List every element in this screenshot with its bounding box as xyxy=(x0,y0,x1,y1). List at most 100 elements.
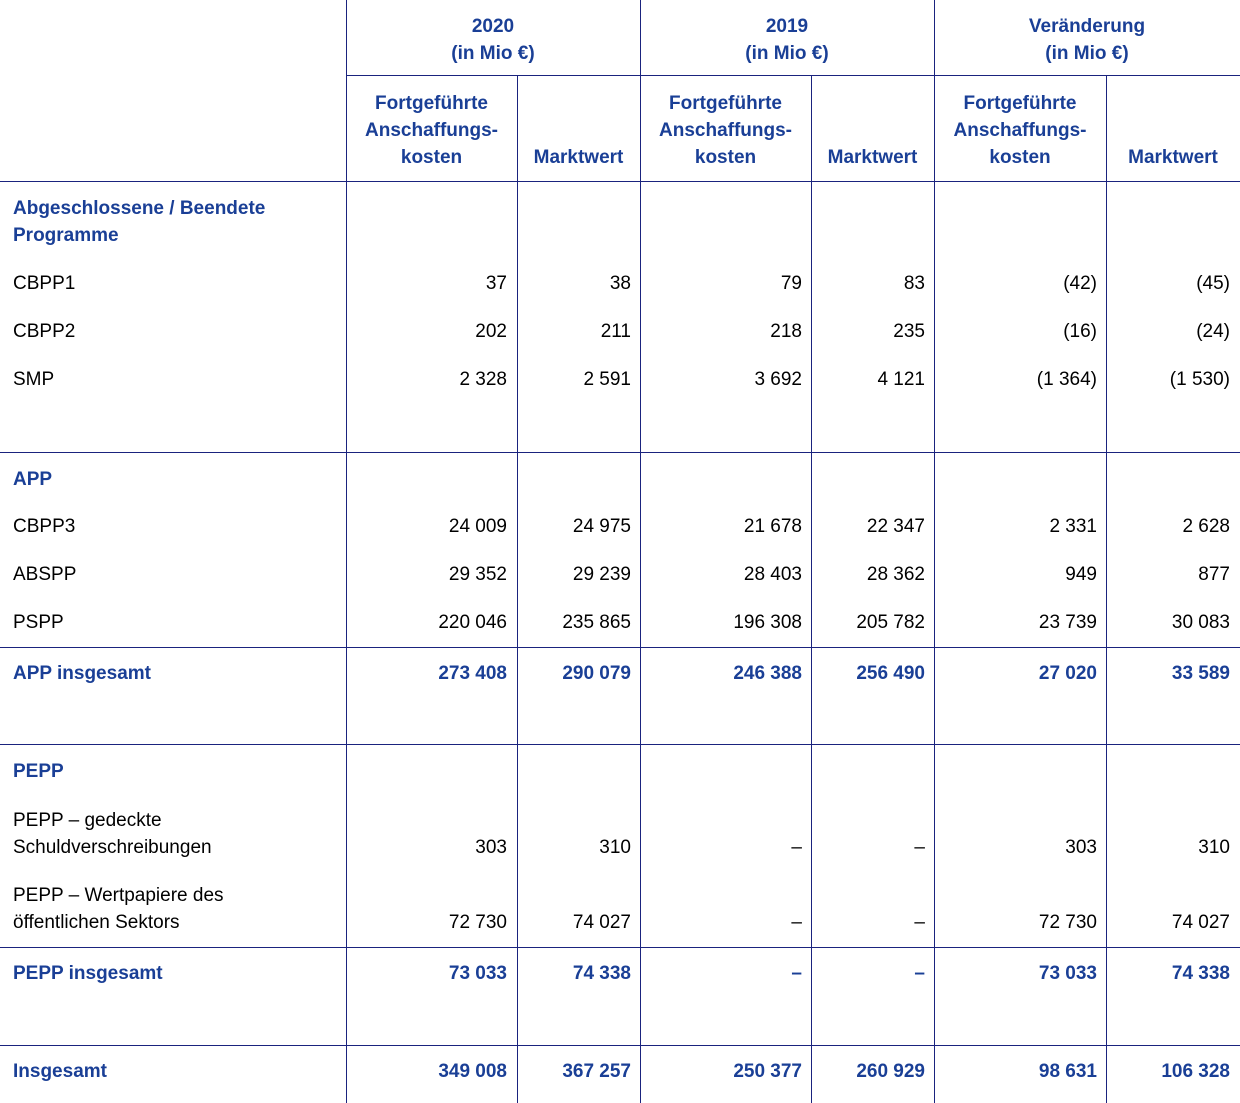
row-label: ABSPP xyxy=(13,564,77,585)
value-cell: 73 033 xyxy=(1038,963,1097,984)
row-label: Insgesamt xyxy=(13,1061,107,1082)
subheader-line: Anschaffungs- xyxy=(365,120,498,141)
column-divider xyxy=(1106,76,1107,1103)
row-divider xyxy=(0,452,1240,453)
row-label: CBPP1 xyxy=(13,273,76,294)
value-cell: 79 xyxy=(780,273,802,294)
value-cell: 21 678 xyxy=(743,516,802,537)
subheader-line: kosten xyxy=(989,147,1051,168)
row-label-line: PEPP – Wertpapiere des xyxy=(13,885,224,906)
row-divider xyxy=(0,181,1240,182)
column-divider xyxy=(346,0,347,1103)
value-cell: 3 692 xyxy=(754,369,802,390)
section-title-pepp: PEPP xyxy=(13,761,64,782)
row-divider xyxy=(346,75,1240,76)
value-cell: 24 975 xyxy=(572,516,631,537)
header-unit: (in Mio €) xyxy=(1045,43,1129,64)
subheader-cost: Fortgeführte Anschaffungs- kosten xyxy=(934,90,1106,171)
row-label: APP insgesamt xyxy=(13,663,151,684)
value-cell: 106 328 xyxy=(1161,1061,1230,1082)
row-divider xyxy=(0,1045,1240,1046)
value-cell: 218 xyxy=(770,321,802,342)
header-unit: (in Mio €) xyxy=(451,43,535,64)
header-year: 2020 xyxy=(471,16,515,37)
value-cell: 367 257 xyxy=(562,1061,631,1082)
subheader-line: Fortgeführte xyxy=(669,93,782,114)
row-label: PEPP – Wertpapiere des öffentlichen Sekt… xyxy=(13,882,224,936)
subheader-line: Anschaffungs- xyxy=(659,120,792,141)
value-cell: 23 739 xyxy=(1038,612,1097,633)
value-cell: 246 388 xyxy=(733,663,802,684)
subheader-line: kosten xyxy=(400,147,463,168)
value-cell: (1 530) xyxy=(1169,369,1230,390)
subheader-line: Fortgeführte xyxy=(375,93,488,114)
value-cell: (24) xyxy=(1196,321,1230,342)
value-cell: – xyxy=(791,912,802,933)
column-divider xyxy=(517,76,518,1103)
value-cell: (45) xyxy=(1196,273,1230,294)
row-label: CBPP3 xyxy=(13,516,76,537)
value-cell: 27 020 xyxy=(1038,663,1097,684)
header-group-2020: 2020 (in Mio €) xyxy=(346,13,640,67)
value-cell: 74 027 xyxy=(572,912,631,933)
subheader-cost: Fortgeführte Anschaffungs- kosten xyxy=(346,90,517,171)
value-cell: 205 782 xyxy=(856,612,925,633)
value-cell: – xyxy=(791,837,802,858)
value-cell: 37 xyxy=(485,273,507,294)
value-cell: – xyxy=(791,963,802,984)
value-cell: 220 046 xyxy=(438,612,507,633)
value-cell: 28 362 xyxy=(866,564,925,585)
value-cell: 260 929 xyxy=(856,1061,925,1082)
value-cell: – xyxy=(914,963,925,984)
value-cell: 74 338 xyxy=(1171,963,1230,984)
value-cell: 2 591 xyxy=(583,369,631,390)
value-cell: 98 631 xyxy=(1038,1061,1097,1082)
header-group-2019: 2019 (in Mio €) xyxy=(640,13,934,67)
value-cell: 72 730 xyxy=(448,912,507,933)
subheader-market: Marktwert xyxy=(533,147,624,168)
value-cell: 2 328 xyxy=(459,369,507,390)
header-unit: (in Mio €) xyxy=(745,43,829,64)
value-cell: 949 xyxy=(1065,564,1097,585)
value-cell: 2 331 xyxy=(1049,516,1097,537)
section-title-closed: Abgeschlossene / Beendete Programme xyxy=(13,195,265,249)
value-cell: 303 xyxy=(475,837,507,858)
subheader-cost: Fortgeführte Anschaffungs- kosten xyxy=(640,90,811,171)
value-cell: 235 xyxy=(893,321,925,342)
column-divider xyxy=(934,0,935,1103)
column-divider xyxy=(811,76,812,1103)
subheader-market: Marktwert xyxy=(827,147,918,168)
value-cell: 256 490 xyxy=(856,663,925,684)
row-label-line: öffentlichen Sektors xyxy=(13,912,180,933)
value-cell: 303 xyxy=(1065,837,1097,858)
row-divider xyxy=(0,947,1240,948)
row-label: PEPP – gedeckte Schuldverschreibungen xyxy=(13,807,212,861)
value-cell: 33 589 xyxy=(1171,663,1230,684)
value-cell: 30 083 xyxy=(1171,612,1230,633)
subheader-line: Anschaffungs- xyxy=(953,120,1087,141)
value-cell: 2 628 xyxy=(1182,516,1230,537)
row-label: PEPP insgesamt xyxy=(13,963,163,984)
value-cell: 24 009 xyxy=(448,516,507,537)
value-cell: (16) xyxy=(1063,321,1097,342)
value-cell: 290 079 xyxy=(562,663,631,684)
value-cell: 196 308 xyxy=(733,612,802,633)
header-year: Veränderung xyxy=(1028,16,1146,37)
value-cell: 877 xyxy=(1198,564,1230,585)
value-cell: 349 008 xyxy=(438,1061,507,1082)
value-cell: 38 xyxy=(609,273,631,294)
value-cell: 250 377 xyxy=(733,1061,802,1082)
value-cell: 72 730 xyxy=(1038,912,1097,933)
section-title-line: Abgeschlossene / Beendete xyxy=(13,198,266,219)
value-cell: 74 027 xyxy=(1171,912,1230,933)
column-divider xyxy=(640,0,641,1103)
value-cell: (42) xyxy=(1063,273,1097,294)
value-cell: 29 239 xyxy=(572,564,631,585)
value-cell: – xyxy=(914,837,925,858)
row-divider xyxy=(0,744,1240,745)
value-cell: 273 408 xyxy=(438,663,507,684)
value-cell: 4 121 xyxy=(877,369,925,390)
value-cell: 202 xyxy=(475,321,507,342)
subheader-line: kosten xyxy=(694,147,757,168)
section-title-line: Programme xyxy=(13,225,119,246)
